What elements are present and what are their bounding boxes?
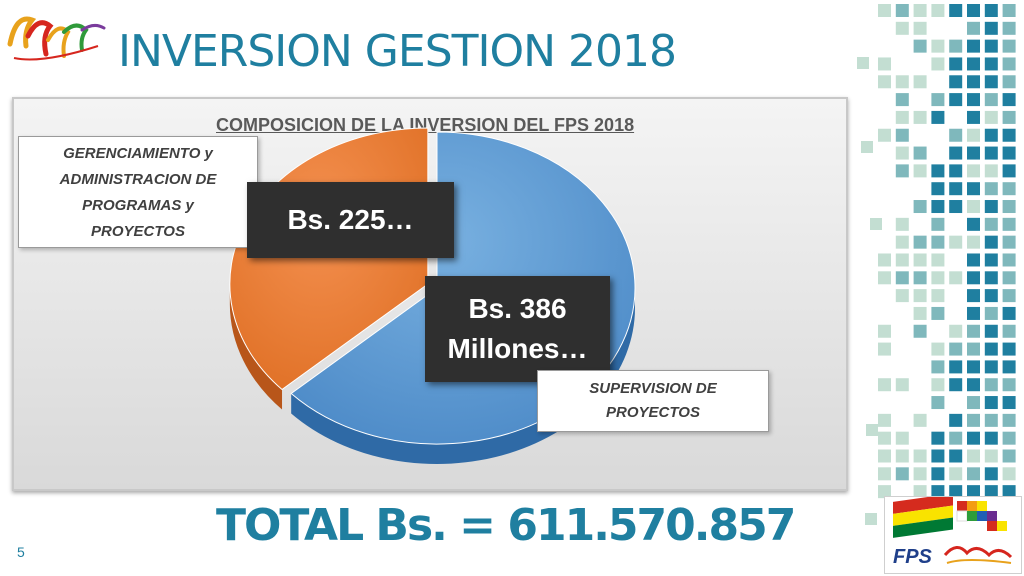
callout-line: PROYECTOS <box>606 404 700 421</box>
callout-line: ADMINISTRACION DE <box>59 171 217 188</box>
value-label-supervision: Bs. 386 Millones… <box>425 276 610 382</box>
value-label-gerenciamiento: Bs. 225… <box>247 182 454 258</box>
logo-text: FPS <box>893 546 933 568</box>
callout-line: PROGRAMAS y <box>82 197 194 214</box>
flag-emblem-icon: FPS <box>893 497 1013 568</box>
chart-title: COMPOSICION DE LA INVERSION DEL FPS 2018 <box>216 115 635 135</box>
callout-line: GERENCIAMIENTO y <box>63 145 213 162</box>
callout-gerenciamiento: GERENCIAMIENTO y ADMINISTRACION DE PROGR… <box>18 136 258 248</box>
callout-line: PROYECTOS <box>91 223 185 240</box>
fps-logo-top <box>7 16 106 61</box>
fps-logo-bottom: FPS <box>884 496 1022 574</box>
value-line: Millones… <box>447 333 588 364</box>
page-number: 5 <box>17 544 25 560</box>
total-investment: TOTAL Bs. = 611.570.857 <box>216 500 796 551</box>
callout-supervision: SUPERVISION DE PROYECTOS <box>537 370 769 432</box>
slide-title: INVERSION GESTION 2018 <box>118 26 677 77</box>
pie-slice-side <box>229 283 283 410</box>
callout-line: SUPERVISION DE <box>589 380 717 397</box>
value-line: Bs. 386 <box>468 293 567 324</box>
